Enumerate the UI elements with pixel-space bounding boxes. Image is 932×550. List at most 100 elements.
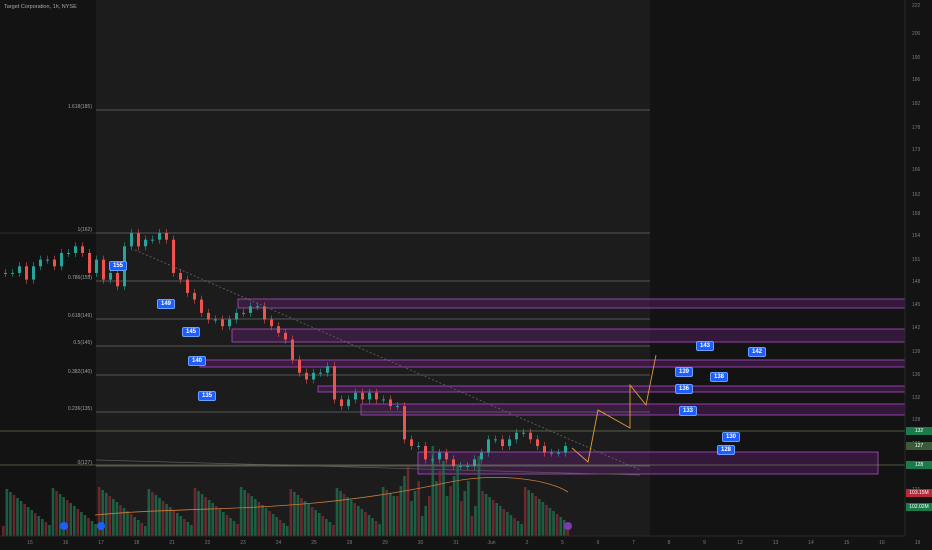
- volume-bar: [261, 505, 264, 536]
- volume-bar: [449, 486, 452, 536]
- y-tick-label: 178: [912, 125, 921, 131]
- volume-bar: [420, 516, 424, 536]
- candle-body: [214, 319, 217, 321]
- candle-body: [459, 466, 462, 467]
- volume-bar: [104, 493, 108, 536]
- candle-body: [4, 272, 7, 274]
- x-tick-label: 16: [62, 540, 69, 546]
- y-tick-label: 136: [912, 372, 921, 378]
- candle-body: [46, 259, 49, 261]
- volume-bar: [186, 522, 190, 536]
- candle-body: [25, 266, 28, 280]
- candle-body: [32, 266, 35, 280]
- volume-bar: [101, 490, 104, 536]
- volume-bar: [530, 493, 534, 536]
- y-tick-label: 139: [912, 349, 921, 355]
- fib-level-label: 0.236(135): [67, 406, 92, 412]
- x-tick-label: 5: [561, 540, 564, 546]
- volume-bar: [183, 519, 186, 536]
- event-icon-3[interactable]: [564, 522, 572, 530]
- volume-bar: [222, 512, 225, 536]
- candle-body: [452, 459, 455, 466]
- volume-bar: [300, 498, 303, 536]
- volume-bar: [204, 497, 207, 536]
- x-tick-label: 14: [808, 540, 814, 546]
- price-tag-level: 128: [906, 461, 932, 469]
- candle-body: [361, 392, 364, 400]
- x-tick-label: 9: [703, 540, 706, 546]
- volume-bar: [452, 476, 456, 536]
- price-zone: [237, 298, 906, 309]
- volume-bar: [403, 476, 406, 536]
- volume-bar: [385, 490, 388, 536]
- y-tick-label: 173: [912, 147, 921, 153]
- y-tick-label: 182: [912, 101, 921, 107]
- x-tick-label: Jun: [487, 540, 496, 546]
- candle-body: [116, 272, 119, 287]
- volume-bar: [424, 506, 428, 536]
- price-zone: [417, 451, 879, 475]
- volume-bar: [325, 519, 328, 536]
- candle-body: [529, 432, 532, 440]
- volume-bar: [293, 492, 296, 536]
- candle-body: [473, 459, 476, 466]
- y-tick-label: 132: [912, 395, 921, 401]
- volume-bar: [342, 494, 346, 536]
- volume-bar: [495, 503, 499, 536]
- price-callout: 136: [674, 384, 694, 394]
- candle-body: [354, 392, 357, 400]
- candle-body: [39, 259, 42, 267]
- volume-bar: [197, 491, 200, 536]
- volume-bar: [136, 520, 140, 536]
- fib-level-label: 1(162): [77, 227, 92, 233]
- volume-bar: [140, 523, 144, 536]
- y-tick-label: 148: [912, 279, 921, 285]
- candle-body: [158, 233, 161, 240]
- volume-bar: [90, 521, 94, 536]
- volume-bar: [406, 466, 410, 536]
- volume-bar: [62, 497, 65, 536]
- volume-bar: [55, 491, 58, 536]
- candle-body: [494, 439, 497, 441]
- candle-body: [333, 366, 336, 400]
- candle-body: [53, 259, 56, 267]
- volume-bar: [296, 495, 300, 536]
- candle-body: [375, 392, 378, 400]
- volume-bar: [87, 518, 90, 536]
- candle-body: [228, 319, 231, 327]
- candle-body: [396, 406, 399, 408]
- volume-bar: [236, 524, 239, 536]
- candle-body: [95, 259, 98, 273]
- supply-demand-zones: [199, 298, 906, 475]
- price-zone: [360, 403, 906, 416]
- volume-bar: [484, 494, 488, 536]
- volume-bar: [282, 523, 286, 536]
- volume-bar: [161, 501, 165, 536]
- volume-bar: [307, 504, 310, 536]
- price-zone: [317, 385, 906, 393]
- candle-body: [312, 372, 315, 380]
- volume-bar: [9, 492, 12, 536]
- price-callout: 128: [716, 445, 736, 455]
- volume-bar: [108, 496, 112, 536]
- volume-bar: [303, 501, 307, 536]
- event-icon-1[interactable]: [60, 522, 68, 530]
- candle-body: [319, 372, 322, 374]
- x-tick-label: 22: [204, 540, 211, 546]
- volume-bar: [413, 491, 417, 536]
- volume-bar: [83, 515, 87, 536]
- volume-bar: [499, 506, 502, 536]
- candle-body: [235, 312, 238, 320]
- volume-bar: [388, 493, 392, 536]
- event-icon-2[interactable]: [97, 522, 105, 530]
- volume-bar: [545, 505, 548, 536]
- volume-bar: [310, 507, 314, 536]
- volume-bar: [278, 520, 282, 536]
- candle-body: [501, 439, 504, 447]
- volume-bar: [229, 518, 232, 536]
- volume-bar: [378, 524, 381, 536]
- candle-body: [340, 399, 343, 407]
- candle-body: [81, 246, 84, 253]
- x-tick-label: 17: [98, 540, 104, 546]
